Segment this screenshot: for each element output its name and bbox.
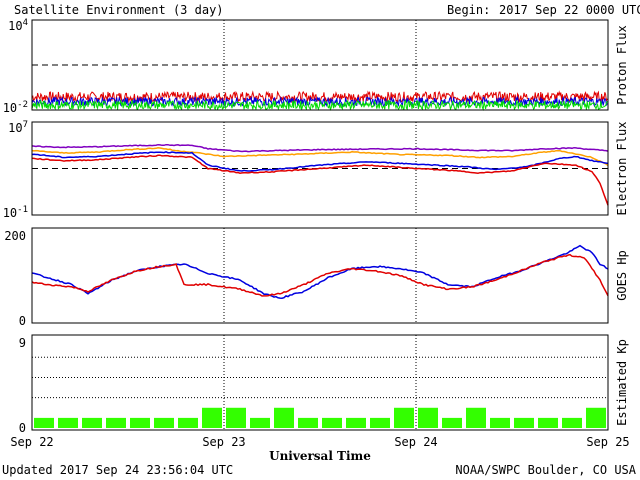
kp-bar [346,417,366,428]
kp-bar [370,417,390,428]
kp-bar [562,417,582,428]
kp-bar [322,417,342,428]
blue-series [31,244,609,299]
x-tick-label: Sep 24 [394,435,437,449]
kp-bar [418,407,438,428]
kp-bar [538,417,558,428]
purple-series [31,143,609,153]
orange-series [31,147,609,167]
panel-frame [31,121,609,216]
x-axis-label: Universal Time [269,449,371,463]
panels: 104 10-2 Proton Flux 107 10-1 Electron Flux 20… [3,18,630,449]
kp-bar [154,417,174,428]
y-tick-top: 9 [19,336,26,350]
chart-title: Satellite Environment (3 day) [14,3,224,17]
kp-bar [490,417,510,428]
kp-bar [442,417,462,428]
kp-bar [394,407,414,428]
y-axis-label: Proton Flux [615,25,629,104]
y-tick-top: 107 [8,120,28,135]
y-tick-bottom: 10-2 [3,100,28,115]
kp-bar [274,407,294,428]
kp-bar [58,417,78,428]
y-axis-label: Electron Flux [615,122,629,216]
y-axis-label: GOES Hp [615,250,629,301]
credit-text: NOAA/SWPC Boulder, CO USA [455,463,636,477]
begin-value: 2017 Sep 22 0000 UTC [499,3,640,17]
kp-bar [250,417,270,428]
panel-frame [31,19,609,111]
kp-bar [82,417,102,428]
kp-bar [202,407,222,428]
y-tick-bottom: 0 [19,314,26,328]
y-tick-bottom: 10-1 [3,205,28,220]
begin-label: Begin: [447,3,490,17]
panel-frame [31,227,609,324]
blue-series [31,150,609,172]
kp-bar [298,417,318,428]
kp-bar [226,407,246,428]
red-series [31,154,609,206]
kp-bar [130,417,150,428]
y-tick-top: 200 [4,229,26,243]
y-tick-top: 104 [8,18,28,33]
y-tick-bottom: 0 [19,421,26,435]
y-axis-label: Estimated Kp [615,339,629,426]
kp-bar [514,417,534,428]
kp-bar [178,417,198,428]
kp-bar [106,417,126,428]
x-tick-label: Sep 23 [202,435,245,449]
red-series [31,253,609,297]
green-series [31,99,608,112]
x-tick-label: Sep 25 [586,435,629,449]
kp-bar [34,417,54,428]
kp-bar [586,407,606,428]
kp-bar [466,407,486,428]
panel-frame [31,334,609,431]
x-tick-label: Sep 22 [10,435,53,449]
updated-text: Updated 2017 Sep 24 23:56:04 UTC [2,463,233,477]
